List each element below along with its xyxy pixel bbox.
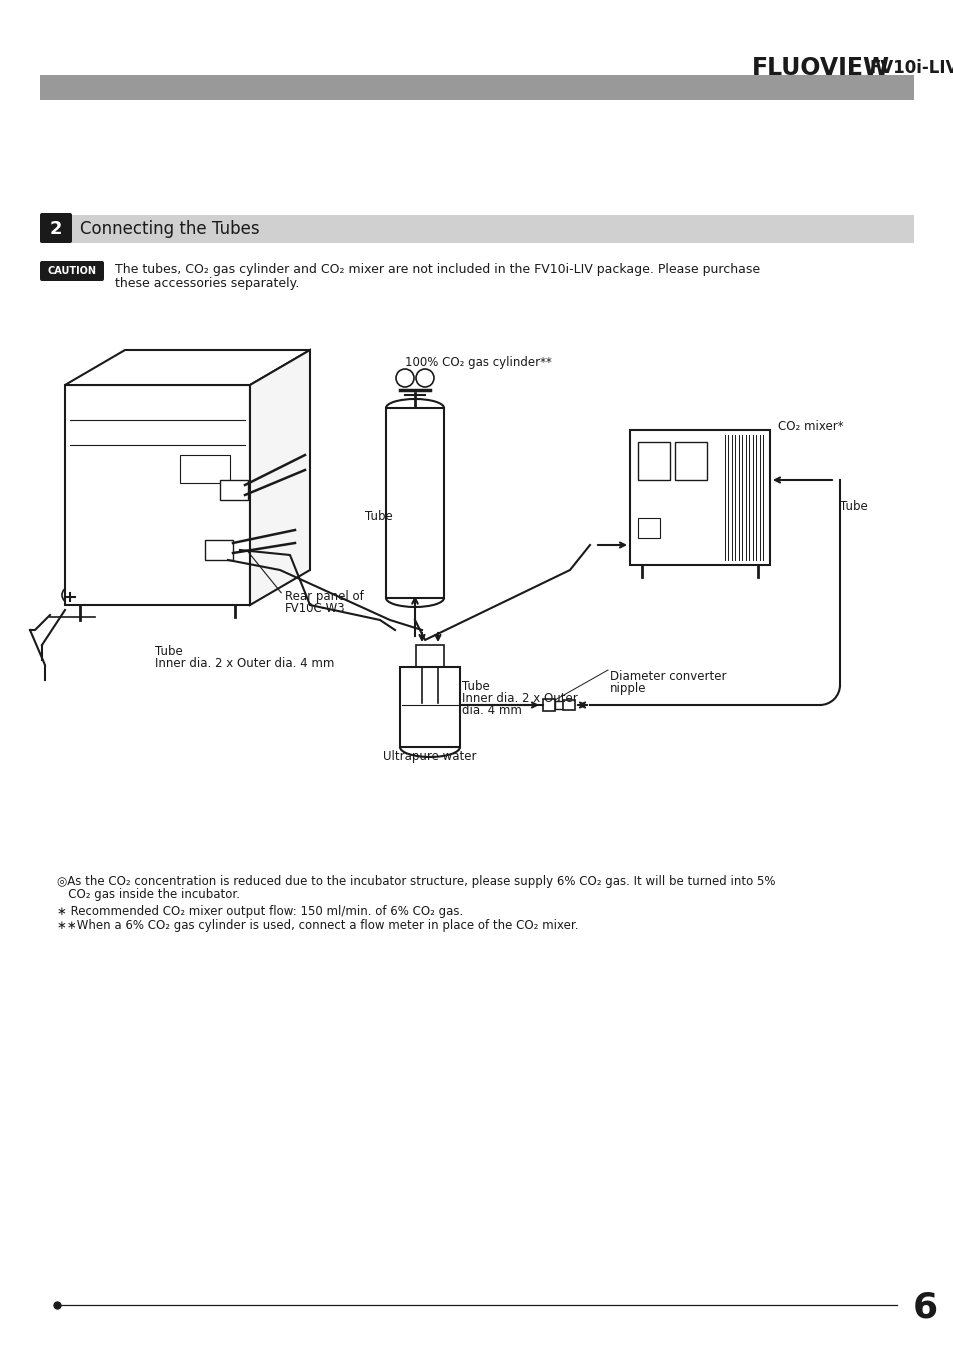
Text: Tube: Tube — [461, 680, 489, 693]
Text: Inner dia. 2 x Outer dia. 4 mm: Inner dia. 2 x Outer dia. 4 mm — [154, 657, 334, 670]
Text: dia. 4 mm: dia. 4 mm — [461, 704, 521, 717]
Polygon shape — [65, 350, 310, 385]
Text: Connecting the Tubes: Connecting the Tubes — [80, 220, 259, 238]
Bar — [205, 540, 233, 561]
Bar — [40, 76, 913, 100]
Bar — [675, 442, 706, 480]
Bar — [555, 701, 562, 709]
Bar — [562, 700, 575, 711]
Text: CO₂ gas inside the incubator.: CO₂ gas inside the incubator. — [57, 888, 240, 901]
Bar — [638, 442, 669, 480]
Text: Tube: Tube — [840, 500, 867, 513]
Text: ∗∗When a 6% CO₂ gas cylinder is used, connect a flow meter in place of the CO₂ m: ∗∗When a 6% CO₂ gas cylinder is used, co… — [57, 919, 578, 932]
Text: 6: 6 — [912, 1290, 937, 1324]
FancyBboxPatch shape — [40, 213, 71, 243]
Bar — [220, 480, 248, 500]
Text: Inner dia. 2 x Outer: Inner dia. 2 x Outer — [461, 692, 578, 705]
Bar — [638, 517, 659, 538]
Text: 100% CO₂ gas cylinder**: 100% CO₂ gas cylinder** — [405, 357, 551, 369]
Text: these accessories separately.: these accessories separately. — [115, 277, 299, 290]
Bar — [399, 667, 459, 747]
Bar — [180, 455, 230, 484]
Bar — [386, 408, 443, 598]
Text: 2: 2 — [50, 220, 62, 238]
Bar — [542, 698, 555, 711]
Text: ∗ Recommended CO₂ mixer output flow: 150 ml/min. of 6% CO₂ gas.: ∗ Recommended CO₂ mixer output flow: 150… — [57, 905, 463, 917]
Text: FLUOVIEW: FLUOVIEW — [751, 55, 889, 80]
Text: Diameter converter: Diameter converter — [609, 670, 726, 684]
Text: ◎As the CO₂ concentration is reduced due to the incubator structure, please supp: ◎As the CO₂ concentration is reduced due… — [57, 875, 775, 888]
Bar — [40, 215, 913, 243]
Bar — [65, 385, 250, 605]
Polygon shape — [250, 350, 310, 605]
Text: FV10i-LIV: FV10i-LIV — [869, 59, 953, 77]
FancyBboxPatch shape — [40, 261, 104, 281]
Text: Tube: Tube — [154, 644, 183, 658]
Text: FV10C-W3: FV10C-W3 — [285, 603, 345, 615]
Text: CO₂ mixer*: CO₂ mixer* — [778, 420, 842, 434]
Text: nipple: nipple — [609, 682, 646, 694]
Text: Ultrapure water: Ultrapure water — [383, 750, 476, 763]
Text: Rear panel of: Rear panel of — [285, 590, 363, 603]
Text: CAUTION: CAUTION — [48, 266, 96, 276]
Text: Tube: Tube — [365, 509, 393, 523]
Bar — [416, 644, 443, 667]
Bar — [629, 430, 769, 565]
Text: The tubes, CO₂ gas cylinder and CO₂ mixer are not included in the FV10i-LIV pack: The tubes, CO₂ gas cylinder and CO₂ mixe… — [115, 263, 760, 276]
